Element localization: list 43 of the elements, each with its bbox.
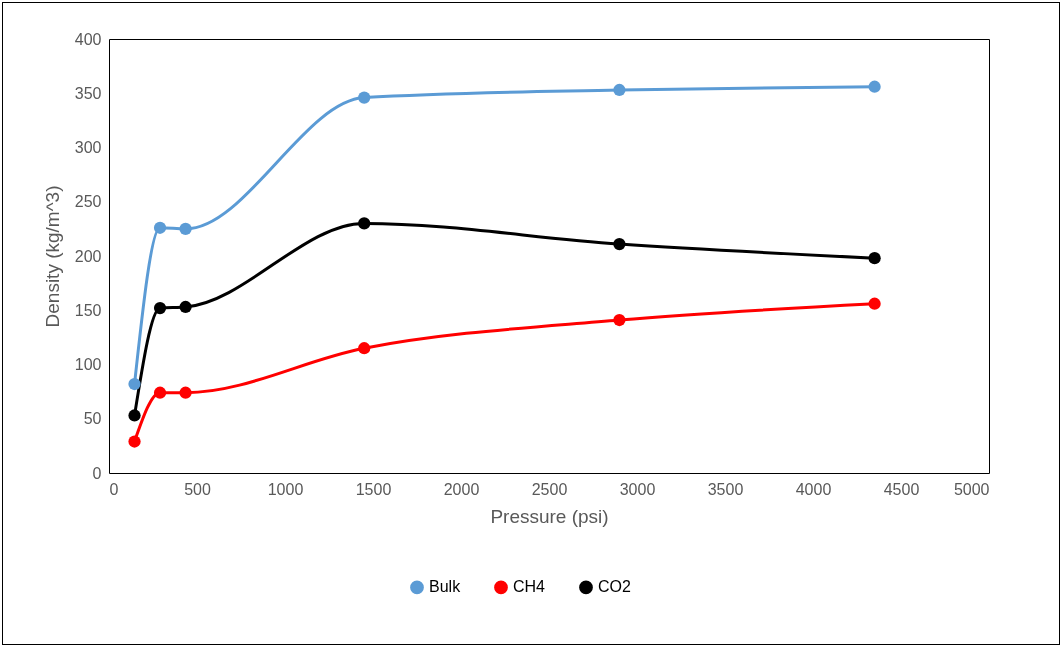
x-tick-label: 5000 — [953, 480, 990, 498]
y-tick-label: 50 — [83, 410, 102, 428]
point — [179, 222, 192, 235]
y-tick-label: 0 — [92, 464, 102, 482]
point — [128, 409, 141, 422]
point — [179, 386, 192, 399]
point — [358, 91, 371, 104]
x-tick-label: 2500 — [531, 480, 568, 498]
y-tick-label: 250 — [74, 193, 102, 211]
point — [153, 221, 167, 234]
x-tick-label: 1000 — [267, 480, 304, 498]
legend-label: Bulk — [429, 578, 462, 596]
x-tick-label: 4500 — [883, 480, 920, 498]
x-axis-title: Pressure (psi) — [490, 505, 609, 527]
y-tick-label: 300 — [74, 139, 102, 156]
legend-label: CH4 — [513, 578, 546, 596]
legend-label: CO2 — [598, 578, 631, 596]
point — [128, 435, 141, 448]
point — [868, 297, 881, 310]
x-tick-label: 500 — [184, 480, 211, 498]
point — [613, 83, 626, 97]
point — [153, 386, 167, 399]
x-tick-label: 0 — [109, 480, 119, 498]
x-tick-label: 3500 — [707, 480, 744, 498]
point — [613, 313, 626, 327]
point — [868, 252, 881, 265]
y-tick-label: 200 — [74, 247, 102, 265]
y-tick-label: 150 — [74, 301, 102, 319]
x-tick-label: 1500 — [355, 480, 392, 498]
point — [153, 301, 167, 315]
x-tick-label: 4000 — [795, 480, 832, 498]
point — [358, 342, 371, 355]
point — [613, 237, 626, 251]
x-tick-label: 3000 — [619, 480, 656, 498]
y-tick-label: 350 — [74, 84, 102, 102]
x-tick-label: 2000 — [443, 480, 480, 498]
point — [868, 80, 881, 93]
point — [179, 300, 192, 314]
y-tick-label: 100 — [74, 356, 102, 373]
point — [358, 217, 371, 230]
y-tick-label: 400 — [74, 30, 102, 48]
point — [128, 377, 141, 391]
y-axis-title: Density (kg/m^3) — [41, 185, 63, 328]
